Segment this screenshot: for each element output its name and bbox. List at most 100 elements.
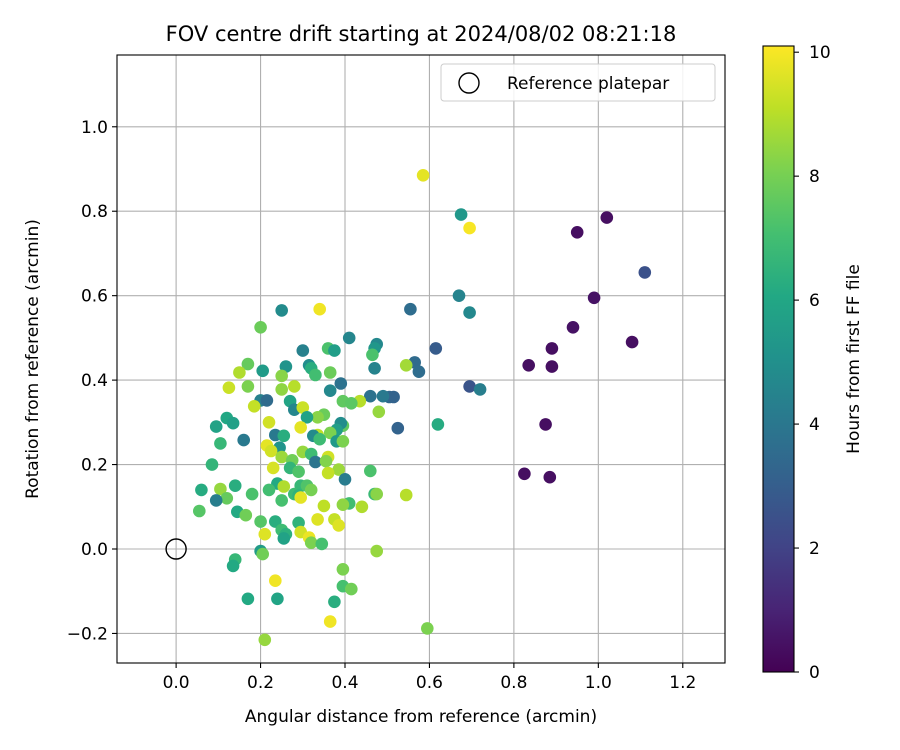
data-point bbox=[277, 480, 291, 493]
data-point bbox=[254, 515, 267, 528]
data-point bbox=[245, 487, 259, 501]
data-point bbox=[463, 221, 476, 235]
data-point bbox=[323, 366, 337, 379]
data-point bbox=[292, 465, 305, 479]
data-point bbox=[543, 470, 557, 484]
data-point bbox=[332, 463, 346, 476]
x-tick-label: 1.0 bbox=[585, 673, 612, 693]
data-point bbox=[463, 380, 476, 393]
colorbar-tick-label: 6 bbox=[809, 291, 820, 311]
data-point bbox=[454, 208, 468, 221]
data-point bbox=[296, 344, 310, 357]
data-point bbox=[399, 359, 413, 372]
data-point bbox=[241, 357, 255, 371]
y-tick-label: 0.4 bbox=[81, 371, 108, 391]
x-tick-label: 0.0 bbox=[163, 673, 190, 693]
colorbar-tick-label: 8 bbox=[809, 167, 820, 187]
data-point bbox=[254, 321, 267, 334]
colorbar-tick-label: 2 bbox=[809, 539, 820, 559]
legend-label: Reference platepar bbox=[507, 74, 669, 94]
data-point bbox=[600, 211, 614, 224]
data-point bbox=[256, 364, 270, 378]
data-point bbox=[522, 359, 535, 372]
data-point bbox=[473, 383, 487, 396]
data-point bbox=[262, 483, 276, 497]
data-point bbox=[195, 483, 208, 497]
data-point bbox=[277, 532, 291, 545]
chart-title: FOV centre drift starting at 2024/08/02 … bbox=[166, 22, 677, 46]
data-point bbox=[539, 418, 552, 431]
y-tick-label: 1.0 bbox=[81, 118, 108, 138]
data-point bbox=[241, 380, 255, 393]
y-tick-label: 0.2 bbox=[81, 456, 108, 476]
legend-marker-icon bbox=[458, 72, 480, 94]
data-point bbox=[328, 595, 341, 609]
data-point bbox=[429, 342, 443, 355]
data-point bbox=[294, 491, 308, 504]
colorbar-tick-label: 0 bbox=[809, 663, 820, 683]
data-point bbox=[323, 615, 337, 628]
data-point bbox=[345, 582, 358, 596]
y-tick-label: 0.6 bbox=[81, 287, 108, 307]
data-point bbox=[416, 169, 430, 182]
data-point bbox=[300, 411, 314, 424]
data-point bbox=[275, 369, 289, 383]
data-point bbox=[399, 488, 413, 502]
grid-lines bbox=[117, 55, 725, 663]
data-point bbox=[239, 508, 253, 522]
data-point bbox=[258, 527, 272, 541]
data-point bbox=[266, 461, 280, 475]
data-point bbox=[391, 421, 405, 435]
data-point bbox=[370, 487, 384, 501]
data-point bbox=[336, 435, 350, 448]
data-point bbox=[328, 344, 341, 357]
colorbar-ticks: 0 2 4 6 8 10 bbox=[794, 43, 831, 683]
data-point bbox=[638, 266, 652, 279]
scatter-points bbox=[193, 169, 652, 647]
data-point bbox=[304, 483, 318, 497]
data-point bbox=[376, 389, 390, 403]
data-point bbox=[233, 366, 246, 379]
data-point bbox=[370, 544, 384, 558]
data-point bbox=[368, 362, 381, 375]
x-tick-label: 0.4 bbox=[331, 673, 358, 693]
data-point bbox=[260, 394, 274, 407]
data-point bbox=[366, 348, 379, 362]
data-point bbox=[372, 405, 386, 419]
data-point bbox=[387, 390, 400, 404]
data-point bbox=[452, 289, 466, 303]
data-point bbox=[275, 304, 289, 317]
data-point bbox=[220, 492, 234, 505]
data-point bbox=[319, 454, 333, 468]
y-tick-label: 0.0 bbox=[81, 540, 108, 560]
data-point bbox=[256, 547, 270, 561]
data-point bbox=[237, 433, 250, 447]
data-point bbox=[364, 464, 377, 478]
data-point bbox=[277, 429, 291, 443]
data-point bbox=[336, 498, 350, 512]
data-point bbox=[288, 380, 301, 393]
data-point bbox=[332, 519, 346, 532]
data-point bbox=[412, 365, 426, 379]
data-point bbox=[570, 226, 584, 239]
data-point bbox=[317, 499, 331, 513]
colorbar-tick-label: 10 bbox=[809, 43, 831, 63]
data-point bbox=[296, 401, 310, 414]
data-point bbox=[345, 397, 358, 410]
data-point bbox=[262, 416, 276, 429]
data-point bbox=[264, 444, 278, 458]
data-point bbox=[545, 342, 559, 355]
data-point bbox=[518, 467, 531, 481]
data-point bbox=[313, 432, 327, 446]
reference-point-marker bbox=[165, 538, 187, 560]
data-point bbox=[421, 622, 434, 635]
legend-box bbox=[440, 63, 716, 102]
data-point bbox=[209, 494, 223, 507]
data-point bbox=[338, 473, 352, 486]
y-tick-label: −0.2 bbox=[67, 624, 108, 644]
data-point bbox=[463, 306, 476, 319]
data-point bbox=[275, 450, 289, 464]
plot-frame bbox=[116, 54, 726, 664]
data-point bbox=[313, 302, 327, 316]
